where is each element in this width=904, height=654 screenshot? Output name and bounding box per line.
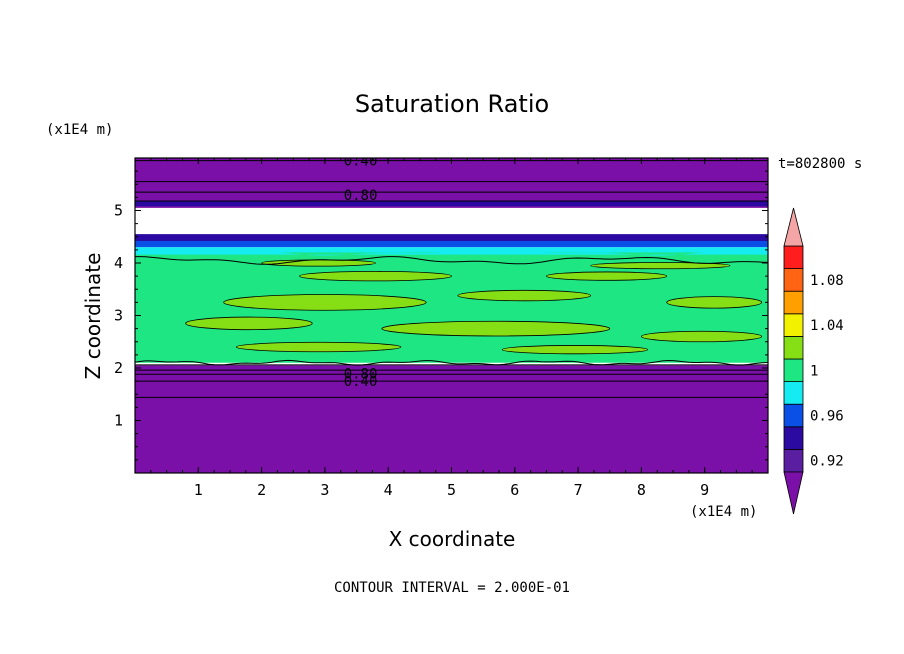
colorbar-segment: [783, 268, 804, 292]
contour-interval-label: CONTOUR INTERVAL = 2.000E-01: [334, 580, 570, 596]
patch-2: [223, 294, 427, 311]
colorbar-label: 1: [810, 363, 818, 379]
y-tick-label: 3: [114, 307, 123, 325]
band-0: [135, 158, 768, 208]
band-3: [135, 240, 768, 248]
cloud-base-contour: [135, 359, 768, 366]
patch-7: [640, 330, 763, 343]
colorbar-label: 0.96: [810, 409, 844, 425]
contour-label-0: 0.40: [344, 154, 378, 170]
cyan-edge: [135, 249, 768, 256]
x-tick-label: 1: [194, 481, 203, 499]
x-tick-label: 5: [447, 481, 456, 499]
x-tick-label: 4: [384, 481, 393, 499]
x-tick-label: 2: [257, 481, 266, 499]
colorbar-segment: [783, 358, 804, 383]
colorbar-above-arrow: [783, 207, 804, 247]
band-6: [135, 365, 768, 473]
colorbar-segment: [783, 448, 804, 473]
x-tick-label: 6: [510, 481, 519, 499]
patch-6: [381, 320, 611, 337]
plot-area: 0.400.800.800.40: [135, 154, 768, 473]
colorbar-below-arrow: [783, 471, 804, 515]
patch-0: [299, 270, 452, 282]
x-tick-label: 7: [574, 481, 583, 499]
colorbar-label: 1.04: [810, 318, 844, 334]
patch-10: [261, 259, 376, 267]
x-axis-label: X coordinate: [389, 527, 516, 551]
colorbar-segment: [783, 381, 804, 405]
patch-11: [590, 262, 731, 270]
y-axis-label: Z coordinate: [81, 253, 105, 380]
patch-5: [185, 316, 313, 331]
patch-1: [546, 271, 668, 281]
x-tick-label: 8: [637, 481, 646, 499]
x-unit-label: (x1E4 m): [690, 504, 757, 520]
colorbar-segment: [783, 403, 804, 428]
colorbar: 0.92 0.96 1 1.04 1.08: [783, 207, 844, 515]
z-unit-label: (x1E4 m): [46, 122, 113, 138]
y-tick-label: 5: [114, 202, 123, 220]
contour-label-3: 0.40: [344, 374, 378, 390]
x-tick-label: 9: [700, 481, 709, 499]
chart-title: Saturation Ratio: [355, 90, 549, 118]
contour-label-1: 0.80: [344, 188, 378, 204]
colorbar-label: 1.08: [810, 273, 844, 289]
colorbar-label: 0.92: [810, 454, 844, 470]
axes: 1 2 3 4 5 6 7 8 9 1 2 3 4 5: [114, 157, 769, 499]
patch-3: [457, 289, 592, 302]
colorbar-segment: [783, 335, 804, 360]
band-4: [135, 247, 768, 254]
cloud-top-contour: [135, 256, 768, 265]
field-group: 0.400.800.800.40: [135, 154, 768, 473]
band-1: [135, 201, 768, 207]
patch-8: [235, 341, 402, 353]
band-2: [135, 234, 768, 245]
patch-9: [501, 345, 649, 355]
time-label: t=802800 s: [778, 156, 862, 172]
colorbar-segment: [783, 313, 804, 337]
x-tick-label: 3: [320, 481, 329, 499]
colorbar-segment: [783, 290, 804, 315]
colorbar-segment: [783, 245, 804, 270]
y-tick-label: 1: [114, 412, 123, 430]
colorbar-segment: [783, 426, 804, 450]
patch-4: [666, 296, 763, 309]
band-5: [135, 252, 768, 363]
contour-label-2: 0.80: [344, 366, 378, 382]
y-tick-label: 2: [114, 359, 123, 377]
y-tick-label: 4: [114, 254, 123, 272]
